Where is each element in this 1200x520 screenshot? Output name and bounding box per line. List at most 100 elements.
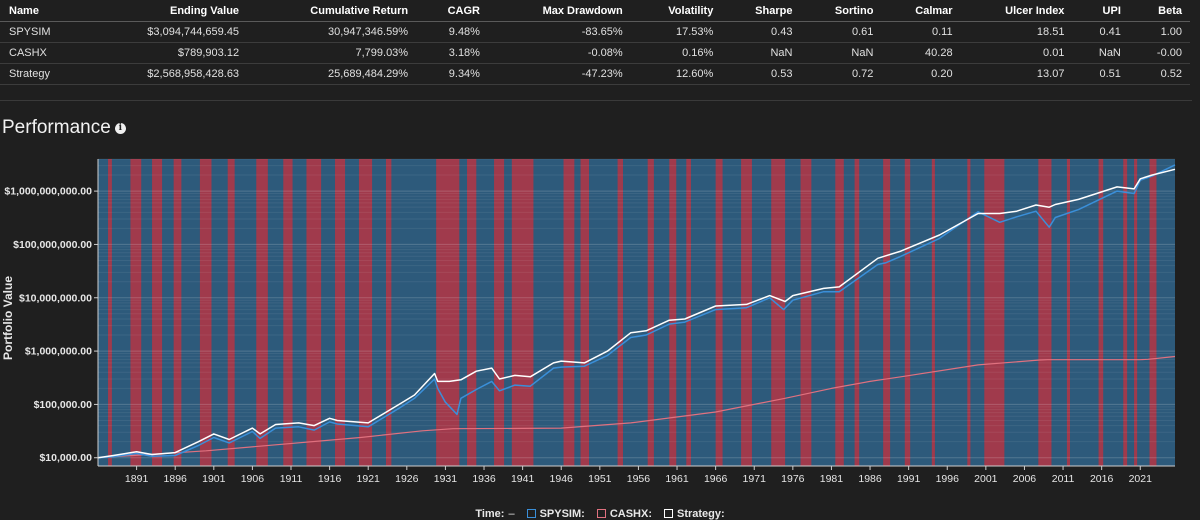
y-tick-label: $1,000,000,000.00 bbox=[4, 186, 92, 198]
x-tick-label: 1926 bbox=[395, 473, 419, 485]
column-header-cagr[interactable]: CAGR bbox=[416, 0, 488, 22]
legend-time: Time: – bbox=[475, 508, 514, 520]
risk-off-band bbox=[1134, 159, 1138, 466]
risk-off-band bbox=[904, 159, 911, 466]
column-header-sharpe[interactable]: Sharpe bbox=[721, 0, 801, 22]
legend-item-strategy[interactable]: Strategy: bbox=[663, 508, 725, 520]
table-cell: -83.65% bbox=[487, 21, 631, 43]
x-tick-label: 1996 bbox=[936, 473, 960, 485]
column-header-volatility[interactable]: Volatility bbox=[630, 0, 722, 22]
legend-swatch-cashx bbox=[596, 509, 606, 518]
risk-off-band bbox=[152, 159, 163, 466]
grid-lines bbox=[98, 158, 1175, 459]
table-cell: 13.07 bbox=[960, 63, 1073, 85]
risk-off-band bbox=[335, 159, 346, 466]
risk-off-band bbox=[715, 159, 723, 466]
risk-off-band bbox=[173, 159, 182, 466]
table-cell: 40.28 bbox=[881, 42, 961, 64]
regime-bands bbox=[98, 159, 1175, 466]
x-tick-label: 1966 bbox=[704, 473, 728, 485]
x-tick-label: 1931 bbox=[434, 473, 458, 485]
table-row: SPYSIM $3,094,744,659.45 30,947,346.59% 9.4… bbox=[0, 21, 1190, 43]
legend-time-label: Time: bbox=[475, 507, 505, 520]
risk-off-band bbox=[647, 159, 654, 466]
legend-label-cashx: CASHX: bbox=[609, 507, 652, 520]
performance-title-text: Performance bbox=[2, 117, 111, 138]
table-header-row: Name Ending Value Cumulative Return CAGR Max… bbox=[0, 0, 1190, 22]
table-cell: 0.52 bbox=[1128, 63, 1190, 85]
table-body: SPYSIM $3,094,744,659.45 30,947,346.59% 9.4… bbox=[0, 21, 1190, 85]
y-tick-label: $10,000.00 bbox=[39, 452, 92, 464]
x-tick-label: 1956 bbox=[627, 473, 651, 485]
risk-off-band bbox=[494, 159, 505, 466]
legend-swatch-strategy bbox=[663, 509, 673, 518]
info-icon[interactable]: i bbox=[114, 122, 126, 134]
x-tick-label: 1941 bbox=[511, 473, 535, 485]
table-cell: 9.34% bbox=[416, 63, 488, 85]
table-cell: 0.53 bbox=[721, 63, 801, 85]
table-cell: 0.01 bbox=[960, 42, 1073, 64]
x-tick-label: 1971 bbox=[743, 473, 767, 485]
risk-off-band bbox=[967, 159, 971, 466]
x-tick-label: 2001 bbox=[974, 473, 998, 485]
row-name-cell: CASHX bbox=[0, 42, 87, 64]
performance-title: Performance i bbox=[2, 117, 126, 139]
risk-off-band bbox=[199, 159, 212, 466]
risk-off-band bbox=[741, 159, 752, 466]
risk-off-band bbox=[108, 159, 112, 466]
column-header-ending-value[interactable]: Ending Value bbox=[87, 0, 248, 22]
table-cell: NaN bbox=[1072, 42, 1129, 64]
row-name-cell: SPYSIM bbox=[0, 21, 87, 43]
x-tick-label: 2016 bbox=[1090, 473, 1114, 485]
table-cell: 0.11 bbox=[881, 21, 961, 43]
risk-off-band bbox=[467, 159, 477, 466]
series-line-spysim bbox=[97, 164, 1176, 459]
column-header-cumulative-return[interactable]: Cumulative Return bbox=[247, 0, 417, 22]
x-tick-label: 1991 bbox=[897, 473, 921, 485]
table-cell: 30,947,346.59% bbox=[247, 21, 417, 43]
y-tick-label: $10,000,000.00 bbox=[19, 292, 92, 304]
risk-off-band bbox=[227, 159, 235, 466]
table-row: CASHX $789,903.12 7,799.03% 3.18% -0.08% 0.16… bbox=[0, 42, 1190, 64]
x-tick-label: 1911 bbox=[280, 473, 303, 485]
table-cell: -47.23% bbox=[487, 63, 631, 85]
column-header-ulcer-index[interactable]: Ulcer Index bbox=[960, 0, 1073, 22]
table-cell: 0.16% bbox=[630, 42, 722, 64]
risk-off-band bbox=[283, 159, 293, 466]
risk-off-band bbox=[669, 159, 677, 466]
table-cell: 0.61 bbox=[800, 21, 882, 43]
table-cell: 0.41 bbox=[1072, 21, 1129, 43]
x-tick-label: 1986 bbox=[858, 473, 882, 485]
column-header-upi[interactable]: UPI bbox=[1072, 0, 1129, 22]
table-cell: $789,903.12 bbox=[87, 42, 248, 64]
x-tick-label: 1921 bbox=[357, 473, 381, 485]
column-header-sortino[interactable]: Sortino bbox=[800, 0, 882, 22]
x-tick-label: 1976 bbox=[781, 473, 805, 485]
legend-item-cashx[interactable]: CASHX: bbox=[596, 507, 652, 520]
risk-off-band bbox=[563, 159, 575, 466]
table-cell: -0.08% bbox=[487, 42, 631, 64]
series-line-cashx bbox=[97, 355, 1176, 459]
table-cell: NaN bbox=[721, 42, 801, 64]
column-header-max-drawdown[interactable]: Max Drawdown bbox=[487, 0, 631, 22]
table-cell: 9.48% bbox=[416, 21, 488, 43]
row-name-cell: Strategy bbox=[0, 63, 87, 85]
column-header-name[interactable]: Name bbox=[0, 0, 87, 22]
legend-time-dash: – bbox=[508, 507, 515, 520]
risk-off-band bbox=[617, 159, 623, 466]
risk-off-band bbox=[854, 159, 860, 466]
legend-item-spysim[interactable]: SPYSIM: bbox=[526, 508, 585, 520]
table-cell: 0.43 bbox=[721, 21, 801, 43]
y-tick-label: $100,000,000.00 bbox=[13, 239, 92, 251]
table-cell: 0.72 bbox=[800, 63, 882, 85]
table-cell: 17.53% bbox=[630, 21, 722, 43]
table-cell: 1.00 bbox=[1128, 21, 1190, 43]
section-divider bbox=[0, 100, 1192, 101]
y-tick-label: $100,000.00 bbox=[34, 399, 93, 411]
column-header-calmar[interactable]: Calmar bbox=[881, 0, 961, 22]
x-tick-label: 1951 bbox=[588, 473, 612, 485]
risk-off-band bbox=[1098, 159, 1104, 466]
column-header-beta[interactable]: Beta bbox=[1128, 0, 1190, 22]
risk-off-band bbox=[984, 159, 1005, 466]
x-tick-label: 1901 bbox=[202, 473, 226, 485]
